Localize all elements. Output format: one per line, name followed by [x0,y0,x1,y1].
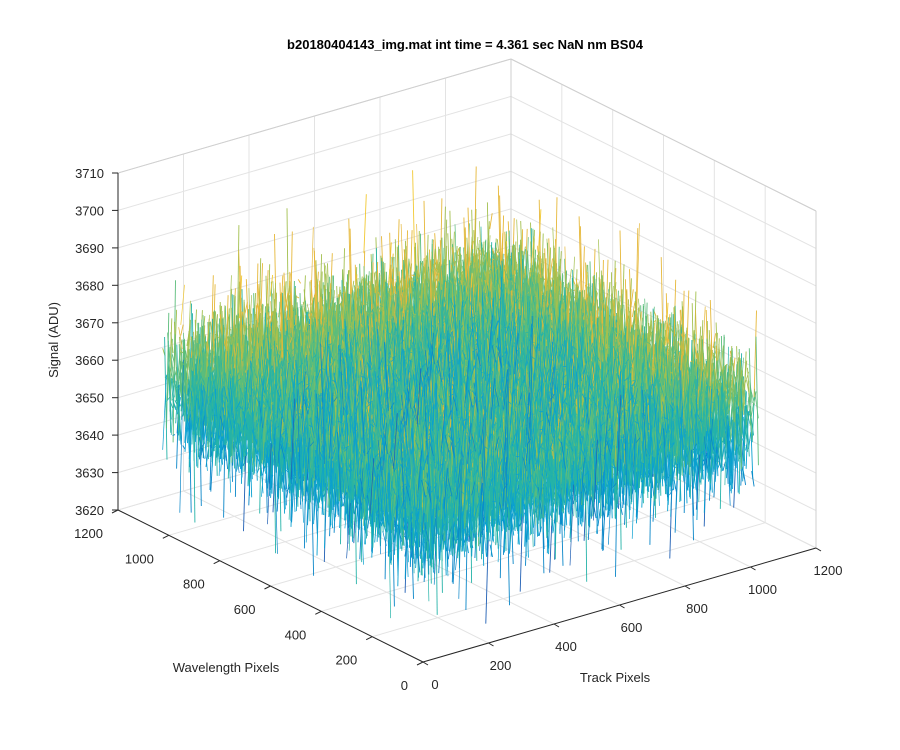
grid-line [510,133,817,287]
surface-segment [302,301,307,314]
surface-segment [184,414,188,452]
surface-segment [434,259,438,279]
surface-segment [349,228,353,337]
surface-segment [196,342,201,411]
surface-mesh [162,166,759,624]
surface-segment [179,375,183,402]
surface-segment [267,312,271,332]
grid-line [510,208,817,362]
surface-segment [409,230,413,308]
surface-segment [491,258,495,261]
surface-segment [310,312,315,323]
surface-segment [297,279,301,284]
surface-segment [390,253,394,286]
surface-segment [186,330,190,362]
surface-segment [192,313,196,523]
grid-line [510,170,817,324]
surface-segment [418,262,423,278]
grid-line [117,95,512,211]
grid-line [117,133,512,249]
surface-segment [177,351,181,381]
surface-segment [426,255,430,296]
box-edge [510,58,817,212]
surface-segment [489,213,493,229]
grid-line [117,170,512,286]
surface-segment [186,406,190,453]
surface-segment [363,194,367,254]
grid-line [510,95,817,249]
surface-segment [164,336,168,460]
surface-segment [180,324,184,336]
surface-segment [259,263,263,341]
surface-segment [451,247,455,267]
surface-segment [257,283,261,332]
surface-segment [169,401,174,409]
grid-line [372,522,766,638]
surface-segment [182,445,186,450]
surface-segment [173,366,177,401]
surface-segment [172,434,176,436]
surface-segment [342,291,345,294]
surface-segment [184,397,188,443]
surface-segment [170,332,174,354]
surface-segment [183,373,187,386]
surface-segment [180,342,185,396]
surface-segment [296,296,300,299]
surface-segment [172,280,176,443]
surface-segment [269,274,274,297]
surface-segment [412,170,416,276]
box-edge [117,58,512,174]
surface-segment [436,272,440,288]
surface-segment [177,364,181,385]
surface-segment [205,449,209,467]
surface-segment [187,319,191,371]
grid-line [321,496,715,612]
surface-segment [166,312,170,429]
surface-segment [180,350,184,354]
